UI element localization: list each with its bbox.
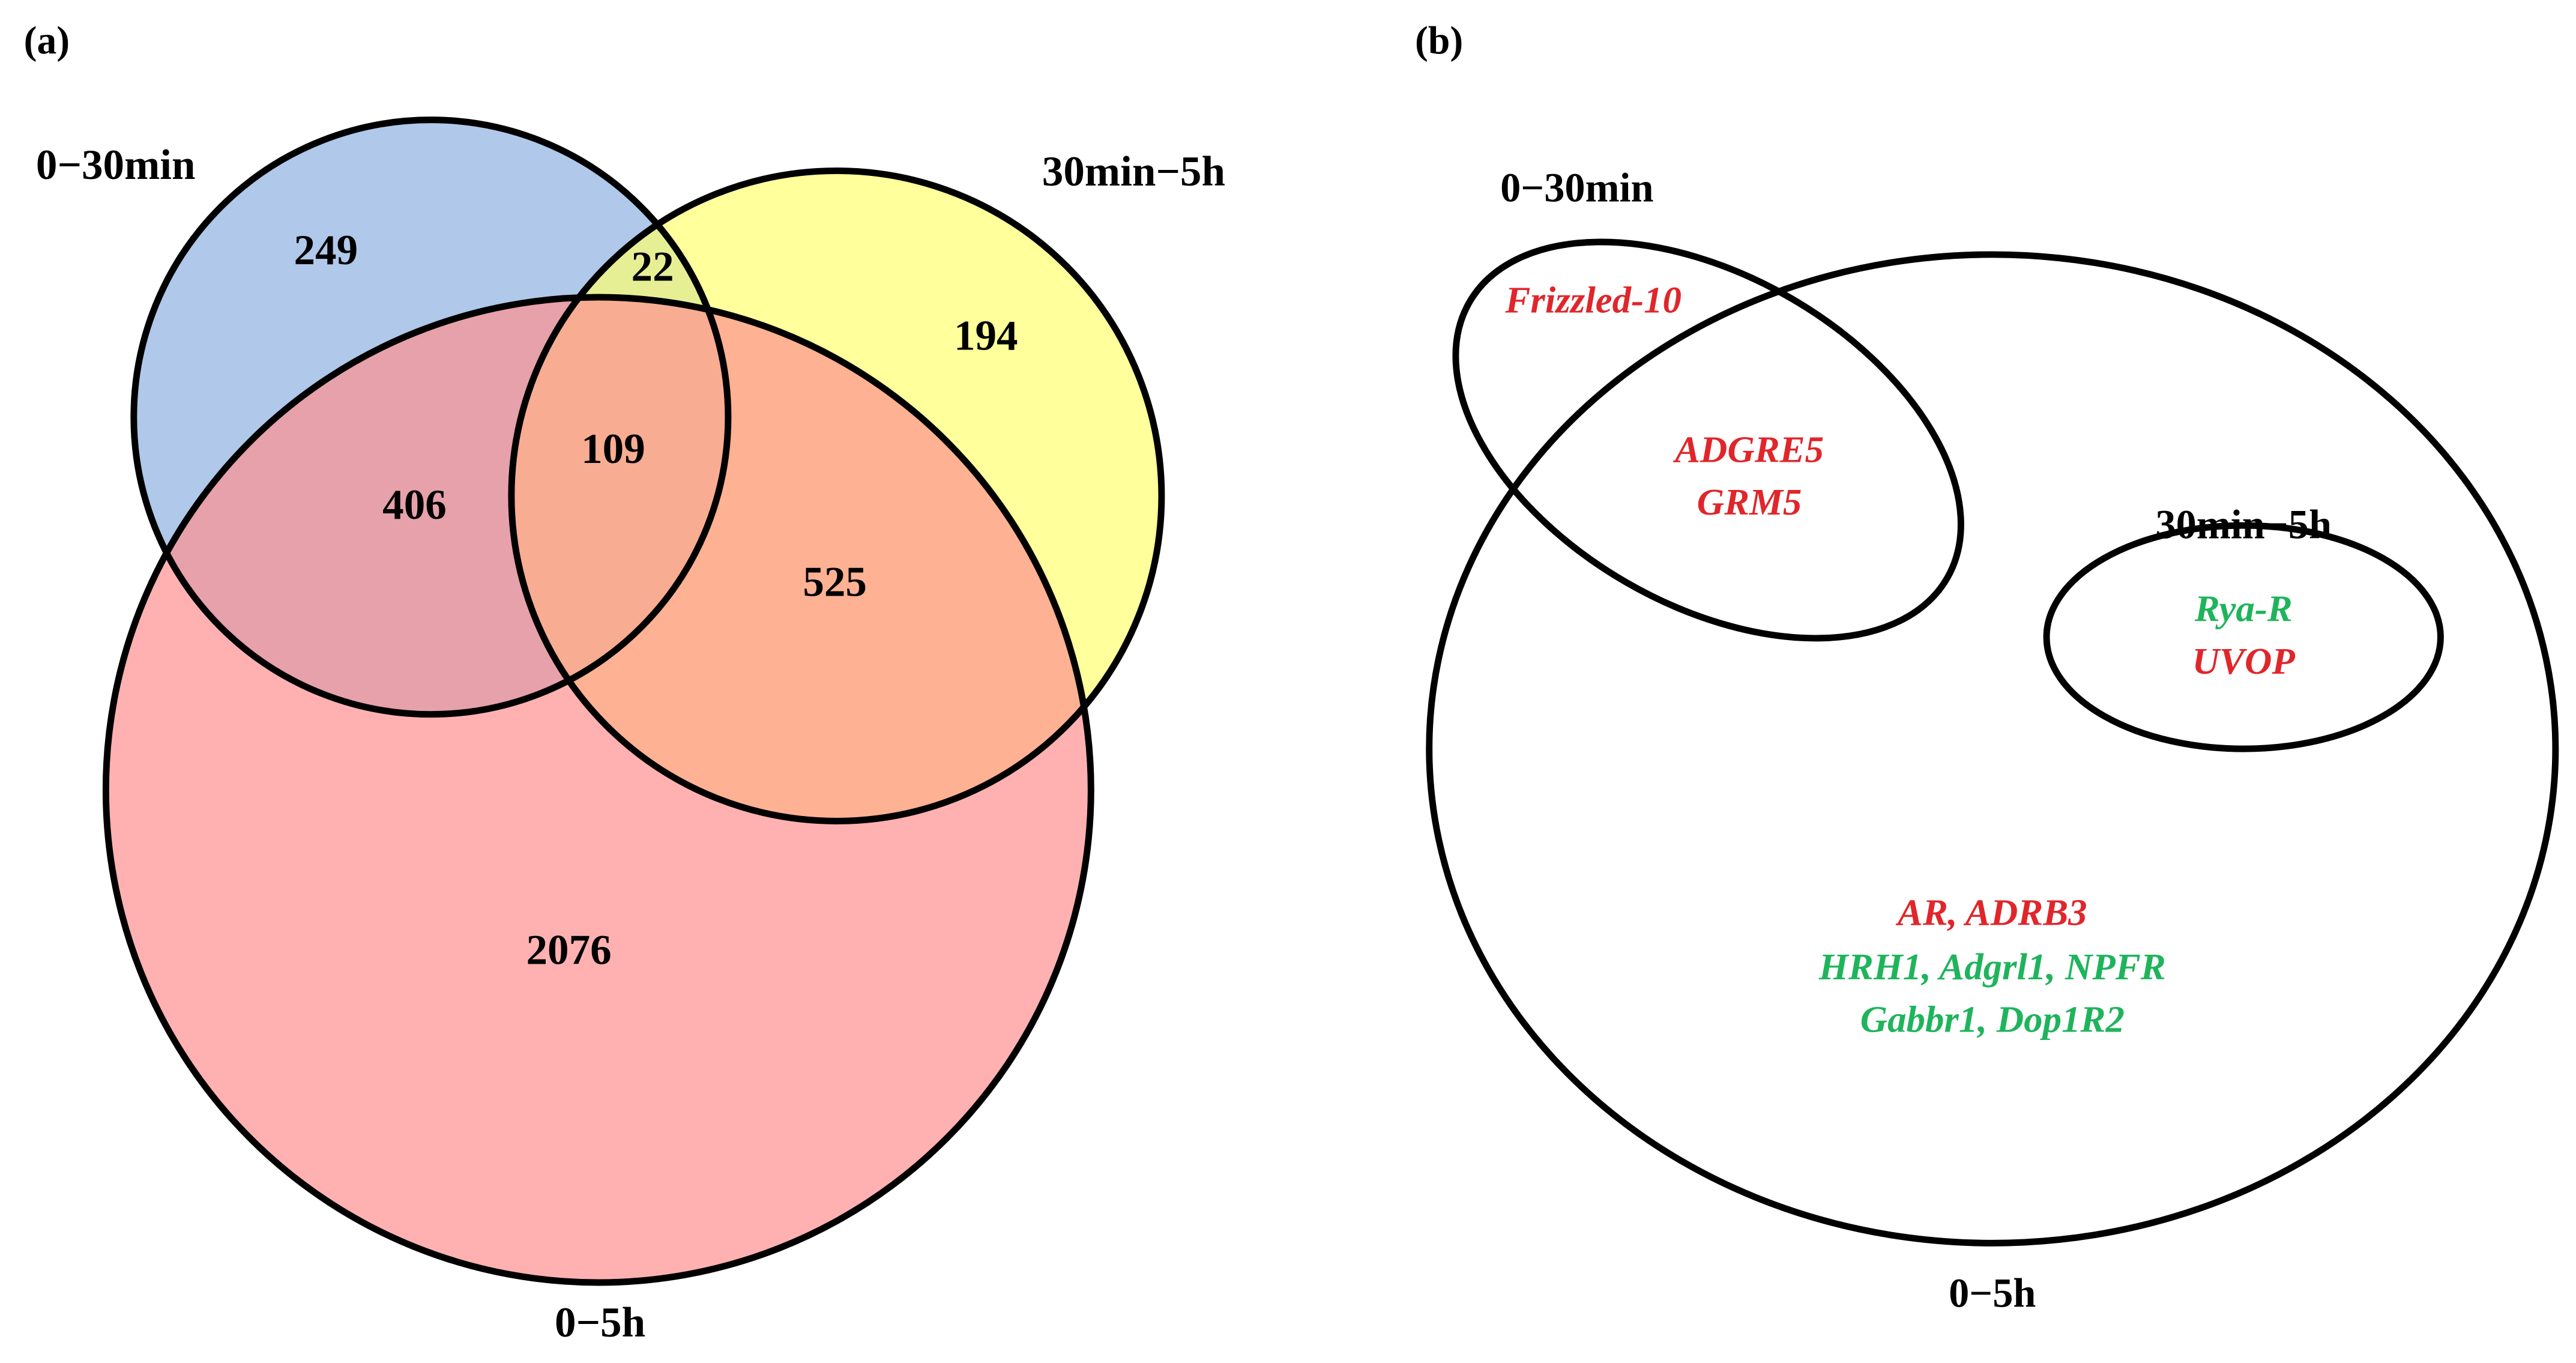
set-label: 0−30min <box>36 142 196 189</box>
set-outline <box>1452 238 1964 642</box>
set-outline <box>102 294 1094 1286</box>
region-count: 249 <box>294 227 358 274</box>
gene-label: Gabbr1, Dop1R2 <box>1860 998 2125 1040</box>
set-label: 30min−5h <box>2156 501 2332 547</box>
set-label: 0−30min <box>1500 165 1653 211</box>
gene-label: UVOP <box>2192 640 2296 682</box>
gene-label: HRH1, Adgrl1, NPFR <box>1818 946 2166 988</box>
panel-label: (b) <box>1415 19 1463 62</box>
region-count: 194 <box>954 312 1018 359</box>
region-count: 406 <box>382 482 447 528</box>
panel-label: (a) <box>24 19 70 62</box>
set-outline <box>130 116 732 718</box>
set-outline <box>1426 251 2559 1247</box>
region-count: 2076 <box>526 926 612 973</box>
set-label: 30min−5h <box>1042 148 1225 195</box>
set-outline <box>2043 522 2444 752</box>
set-label: 0−5h <box>1949 1270 2036 1316</box>
set-label: 0−5h <box>555 1299 645 1346</box>
gene-label: AR, ADRB3 <box>1895 892 2087 934</box>
gene-label: Rya-R <box>2194 588 2293 630</box>
gene-label: ADGRE5 <box>1673 428 1824 470</box>
set-circle <box>106 297 1091 1283</box>
region-count: 22 <box>632 244 674 291</box>
gene-label: GRM5 <box>1697 481 1802 523</box>
gene-label: Frizzled-10 <box>1504 279 1682 321</box>
region-count: 525 <box>803 559 867 606</box>
region-count: 109 <box>581 426 645 473</box>
set-outline <box>508 167 1165 824</box>
